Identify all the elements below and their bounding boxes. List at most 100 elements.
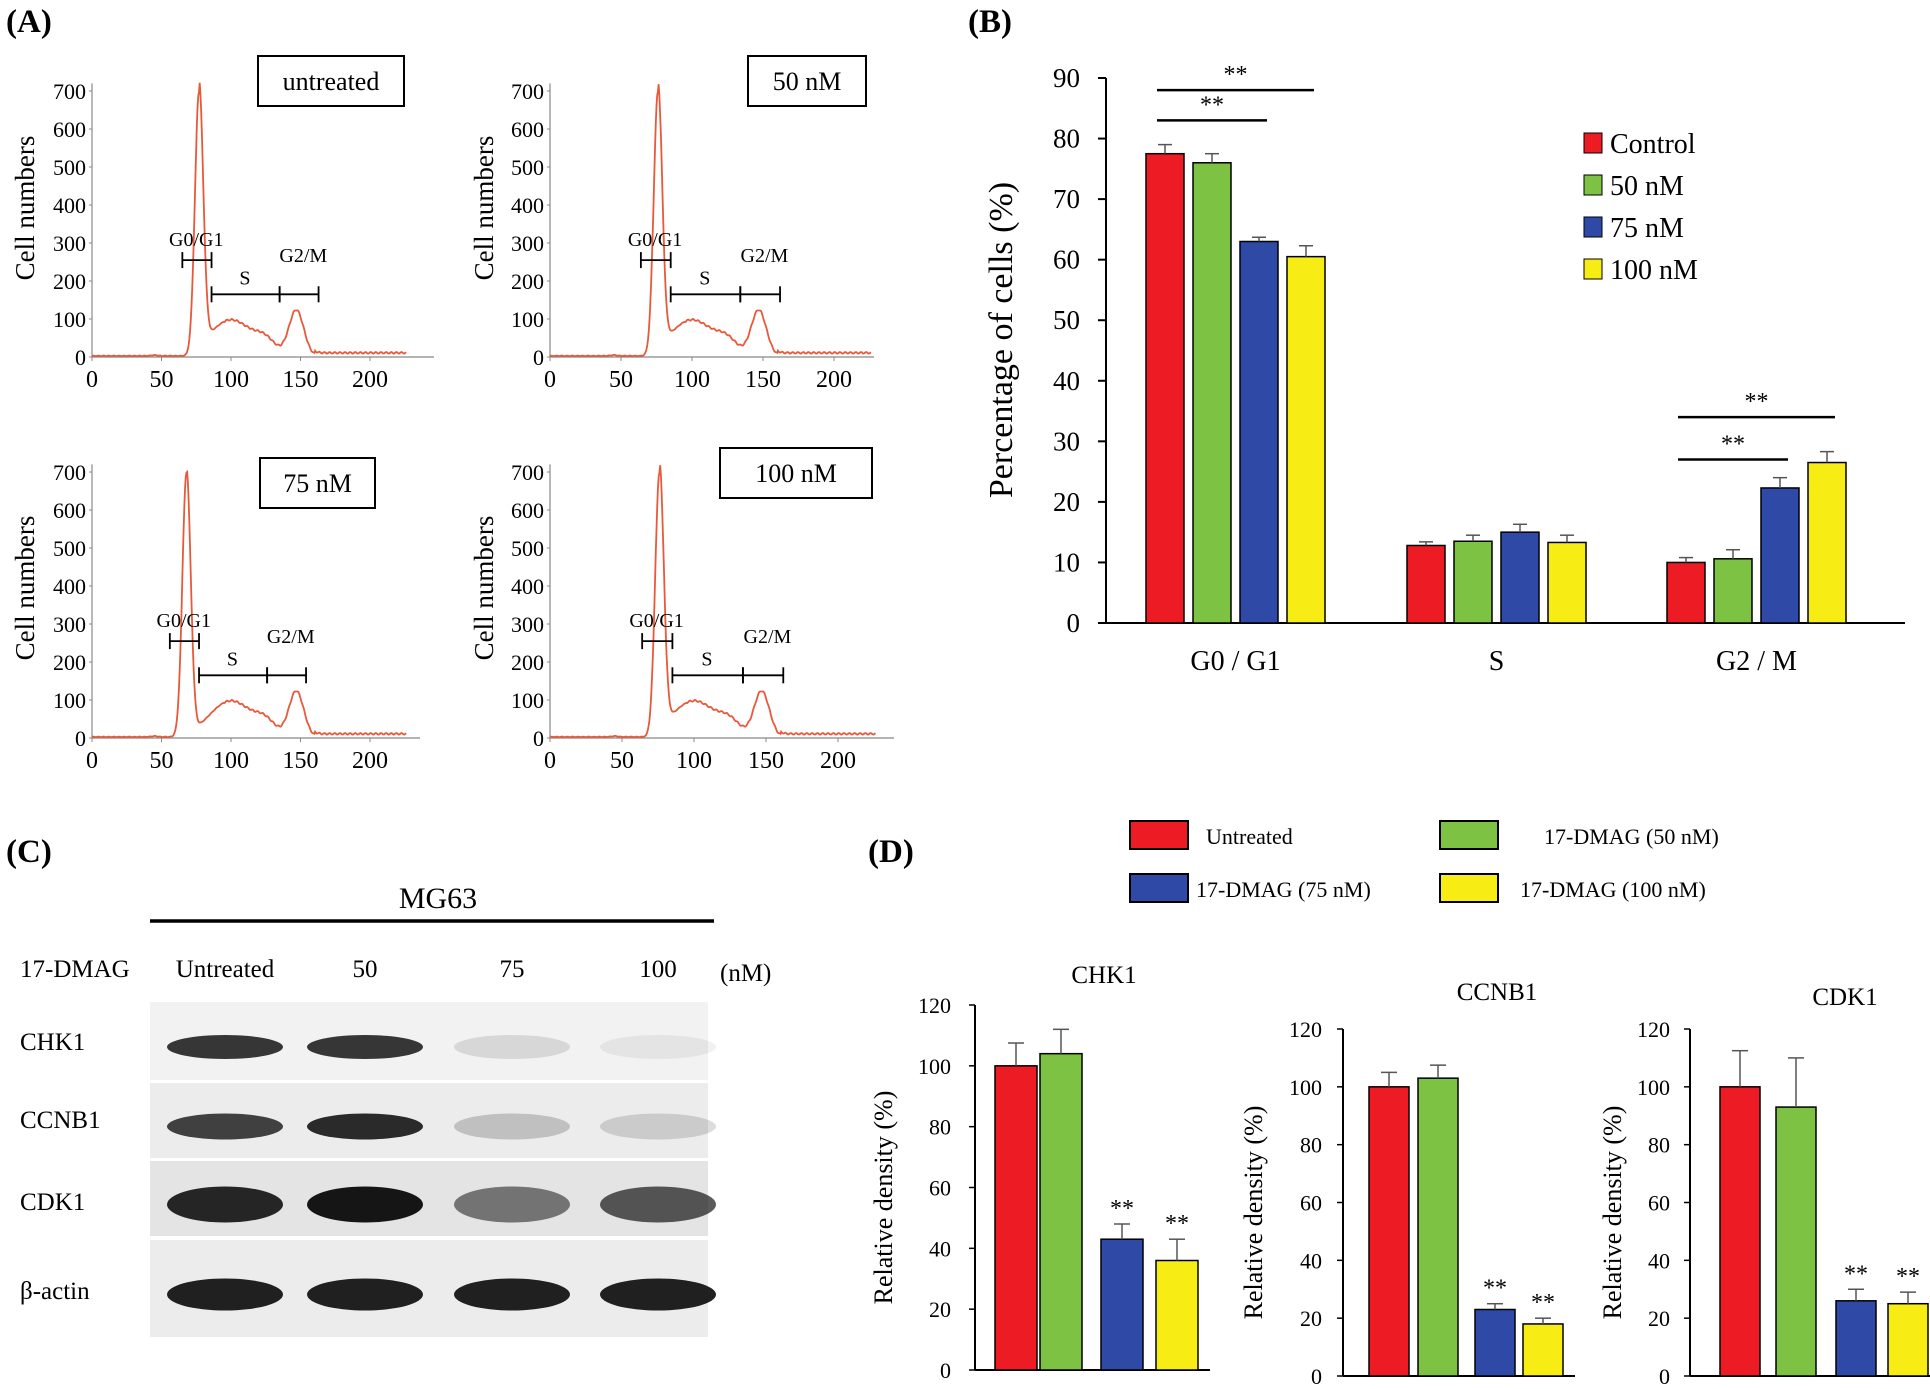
d-legend-swatch (1439, 820, 1499, 850)
histogram-x-tick-label: 0 (86, 367, 98, 393)
histogram-x-tick-label: 100 (213, 748, 249, 774)
d-y-tick-label: 20 (1648, 1306, 1670, 1331)
histogram-x-tick-label: 100 (674, 367, 710, 393)
d-y-tick-label: 20 (1300, 1306, 1322, 1331)
b-y-tick-label: 0 (1067, 608, 1081, 638)
d-y-tick-label: 20 (929, 1297, 951, 1322)
histogram-y-tick-label: 700 (511, 460, 544, 485)
b-y-tick-label: 60 (1053, 245, 1080, 275)
cell-cycle-bar-chart: 0 10 20 30 40 50 60 70 80 90 Percentage of cells (… (983, 62, 1905, 677)
d-y-tick-label: 40 (929, 1236, 951, 1261)
histogram-y-tick-label: 500 (511, 155, 544, 180)
g0g1-label: G0/G1 (169, 229, 223, 251)
histogram-x-tick-label: 100 (676, 748, 712, 774)
blot-band (167, 1035, 283, 1059)
s-label: S (239, 267, 250, 289)
b-bar (1713, 558, 1753, 624)
protein-label: CHK1 (20, 1029, 85, 1056)
histogram-x-tick-label: 50 (150, 748, 174, 774)
b-bar (1807, 461, 1847, 624)
d-chart-title: CCNB1 (1457, 979, 1538, 1006)
protein-label: CDK1 (20, 1189, 85, 1216)
histogram-x-tick-label: 0 (86, 748, 98, 774)
histogram-y-tick-label: 100 (511, 688, 544, 713)
d-bar (1100, 1238, 1144, 1371)
histogram-x-tick-label: 50 (609, 367, 633, 393)
histogram-x-tick-label: 100 (213, 367, 249, 393)
b-legend-label: Control (1610, 129, 1696, 160)
g2m-label: G2/M (741, 245, 789, 267)
histogram-curve (549, 465, 876, 739)
b-bar (1500, 531, 1540, 624)
s-label: S (701, 648, 712, 670)
unit-label: (nM) (720, 960, 771, 987)
blot-band (454, 1113, 570, 1140)
histogram-panel-3: 0 100 200 300 400 500 600 700 0 50 100 150 200 Cell n… (10, 457, 420, 774)
panel-label-c: (C) (6, 834, 52, 870)
d-bar (994, 1065, 1038, 1371)
lane-label: 75 (500, 956, 525, 983)
histogram-y-tick-label: 400 (511, 193, 544, 218)
d-y-tick-label: 80 (1648, 1133, 1670, 1158)
histogram-x-tick-label: 200 (352, 367, 388, 393)
histogram-y-label: Cell numbers (10, 516, 40, 661)
histogram-x-tick-label: 0 (544, 367, 556, 393)
histogram-panel-4: 0 100 200 300 400 500 600 700 0 50 100 150 200 Cell n… (469, 447, 894, 774)
blot-band (167, 1186, 283, 1223)
d-y-tick-label: 60 (1300, 1191, 1322, 1216)
histogram-y-tick-label: 300 (511, 612, 544, 637)
histogram-x-tick-label: 200 (352, 748, 388, 774)
treatment-name: 17-DMAG (20, 956, 130, 983)
b-bar (1453, 540, 1493, 624)
b-significance-stars: ** (1224, 62, 1248, 88)
histogram-curve (549, 84, 872, 358)
d-bar (1522, 1323, 1564, 1377)
d-significance-stars: ** (1844, 1261, 1868, 1287)
b-y-tick-label: 90 (1053, 63, 1080, 93)
d-y-tick-label: 100 (1289, 1075, 1322, 1100)
histogram-y-tick-label: 400 (53, 574, 86, 599)
histogram-x-tick-label: 150 (283, 748, 319, 774)
b-legend-swatch (1583, 132, 1603, 154)
b-bar (1192, 162, 1232, 624)
g0g1-label: G0/G1 (628, 229, 682, 251)
b-bar (1286, 255, 1326, 624)
d-y-tick-label: 40 (1300, 1248, 1322, 1273)
d-bar (1887, 1302, 1929, 1377)
g2m-label: G2/M (279, 245, 327, 267)
b-y-tick-label: 40 (1053, 366, 1080, 396)
lane-label: 100 (639, 956, 677, 983)
blot-band (454, 1186, 570, 1223)
lane-label: 50 (353, 956, 378, 983)
histogram-panel-2: 0 100 200 300 400 500 600 700 0 50 100 150 200 Cell n… (469, 55, 874, 393)
b-bar (1547, 541, 1587, 624)
d-y-label: Relative density (%) (869, 1091, 898, 1305)
histogram-y-tick-label: 500 (511, 536, 544, 561)
histogram-x-tick-label: 50 (150, 367, 174, 393)
histogram-x-tick-label: 0 (544, 748, 556, 774)
panel-label-d: (D) (868, 834, 914, 870)
b-significance-stars: ** (1745, 389, 1769, 415)
b-y-label: Percentage of cells (%) (983, 182, 1020, 498)
d-y-tick-label: 120 (1289, 1017, 1322, 1042)
histogram-y-label: Cell numbers (10, 136, 40, 281)
b-legend-swatch (1583, 258, 1603, 280)
g2m-label: G2/M (267, 626, 315, 648)
d-y-tick-label: 0 (940, 1358, 951, 1383)
histogram-x-tick-label: 50 (610, 748, 634, 774)
histogram-y-tick-label: 600 (511, 498, 544, 523)
d-bar (1155, 1259, 1199, 1371)
histogram-curve (91, 469, 407, 739)
density-chart-cdk1: 0 20 40 60 80 100 120 CDK1 Relative density (%) *… (1598, 984, 1930, 1389)
d-significance-stars: ** (1896, 1264, 1920, 1290)
b-y-tick-label: 10 (1053, 547, 1080, 577)
b-y-tick-label: 20 (1053, 487, 1080, 517)
d-legend-swatch (1439, 873, 1499, 903)
density-chart-chk1: 0 20 40 60 80 100 120 CHK1 Relative density (%) *… (869, 962, 1210, 1383)
histogram-x-tick-label: 150 (745, 367, 781, 393)
d-bar (1775, 1106, 1817, 1377)
b-legend-swatch (1583, 174, 1603, 196)
histogram-y-tick-label: 100 (53, 688, 86, 713)
b-y-tick-label: 70 (1053, 184, 1080, 214)
blot-band (600, 1035, 716, 1059)
